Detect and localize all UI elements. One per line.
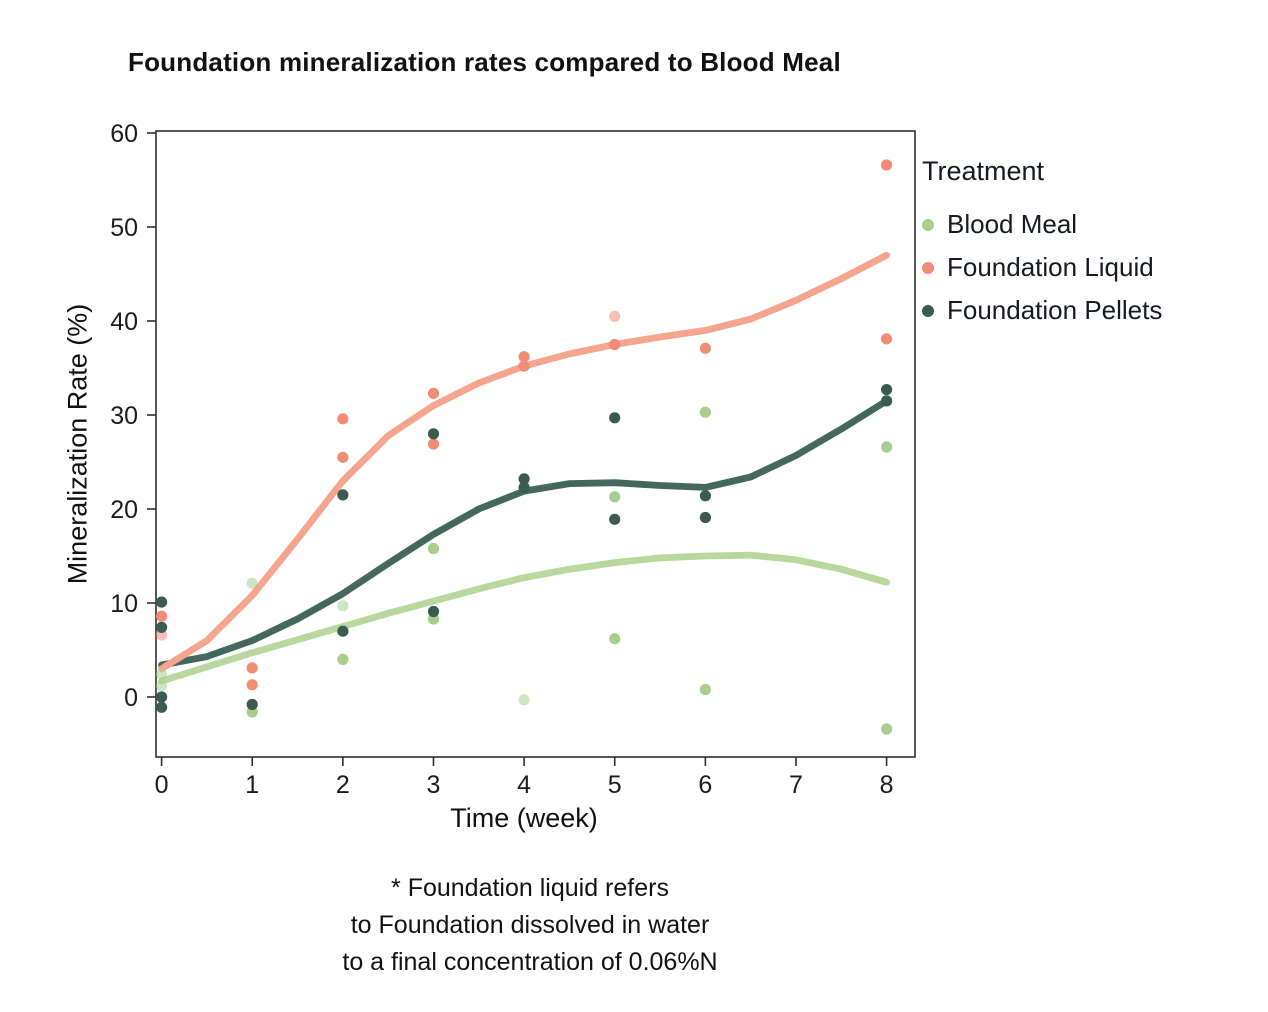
data-point: [156, 596, 168, 608]
y-axis-label: Mineralization Rate (%): [62, 303, 93, 585]
data-point: [518, 481, 530, 493]
footnote: * Foundation liquid refers to Foundation…: [342, 870, 717, 981]
legend-label: Foundation Liquid: [947, 252, 1154, 282]
legend-item: Blood Meal: [922, 203, 1162, 246]
x-tick-label: 0: [155, 771, 169, 799]
legend-items: Blood Meal Foundation Liquid Foundation Pe…: [922, 203, 1162, 332]
legend-swatch-icon: [922, 218, 934, 231]
data-point: [699, 406, 712, 418]
y-tick-label: 40: [110, 308, 138, 336]
data-point: [427, 428, 440, 440]
data-point: [518, 360, 530, 372]
x-tick-label: 7: [789, 771, 803, 799]
data-point: [427, 387, 440, 399]
data-point: [156, 701, 168, 713]
data-point: [337, 600, 349, 612]
data-point: [246, 662, 258, 674]
data-point: [609, 633, 621, 645]
footnote-line: to a final concentration of 0.06%N: [342, 948, 718, 976]
data-point: [699, 511, 712, 524]
data-point: [518, 473, 530, 485]
y-tick-label: 0: [124, 684, 138, 712]
trend-line-foundation-pellets: [158, 397, 890, 669]
data-point: [427, 542, 440, 555]
legend-label: Blood Meal: [947, 209, 1078, 239]
data-point: [609, 491, 621, 503]
y-tick-label: 10: [110, 590, 138, 618]
data-point: [881, 395, 893, 407]
data-point: [881, 441, 893, 453]
data-point: [246, 698, 258, 711]
legend-label: Foundation Pellets: [947, 295, 1163, 325]
data-point: [518, 351, 530, 363]
data-point: [246, 577, 258, 589]
x-tick-label: 2: [336, 771, 350, 799]
legend-item: Foundation Liquid: [922, 246, 1162, 289]
data-point: [881, 384, 893, 396]
chart-title: Foundation mineralization rates compared…: [128, 47, 841, 77]
footnote-line: to Foundation dissolved in water: [350, 911, 710, 939]
legend-swatch-icon: [922, 261, 934, 274]
y-tick-label: 50: [110, 214, 138, 242]
data-point: [156, 691, 168, 703]
legend-title: Treatment: [922, 156, 1045, 186]
x-tick-label: 3: [427, 771, 441, 799]
data-point: [156, 621, 168, 634]
data-point: [427, 605, 440, 618]
x-tick-label: 8: [880, 771, 894, 799]
data-point: [609, 513, 621, 525]
data-point: [337, 413, 349, 425]
data-point: [427, 438, 440, 450]
x-tick-label: 5: [608, 771, 622, 799]
data-point: [881, 723, 893, 735]
x-tick-label: 6: [698, 771, 712, 799]
data-point: [881, 159, 893, 171]
data-point: [609, 310, 621, 322]
data-point: [699, 342, 712, 354]
data-point: [337, 489, 349, 501]
data-point: [156, 668, 168, 681]
footnote-line: * Foundation liquid refers: [391, 874, 669, 902]
x-tick-label: 1: [245, 771, 259, 799]
data-point: [337, 451, 349, 463]
data-point: [609, 338, 621, 351]
data-point: [518, 694, 530, 706]
x-axis-label: Time (week): [450, 803, 598, 833]
trend-line-blood-meal: [158, 551, 890, 685]
y-tick-label: 20: [110, 496, 138, 524]
data-point: [337, 625, 349, 637]
panel-frame: [155, 130, 916, 758]
data-point: [699, 490, 712, 502]
x-tick-label: 4: [517, 771, 531, 799]
data-point: [699, 683, 712, 696]
data-point: [609, 412, 621, 424]
legend-swatch-icon: [922, 304, 934, 317]
y-tick-label: 60: [110, 120, 138, 148]
data-point: [337, 653, 349, 666]
y-tick-label: 30: [110, 402, 138, 430]
data-point: [246, 679, 258, 691]
data-point: [881, 333, 893, 345]
legend-item: Foundation Pellets: [922, 289, 1162, 332]
data-point: [156, 610, 168, 622]
legend: Treatment Blood Meal Foundation Liquid Fou…: [922, 156, 1162, 332]
data-point: [156, 680, 168, 692]
